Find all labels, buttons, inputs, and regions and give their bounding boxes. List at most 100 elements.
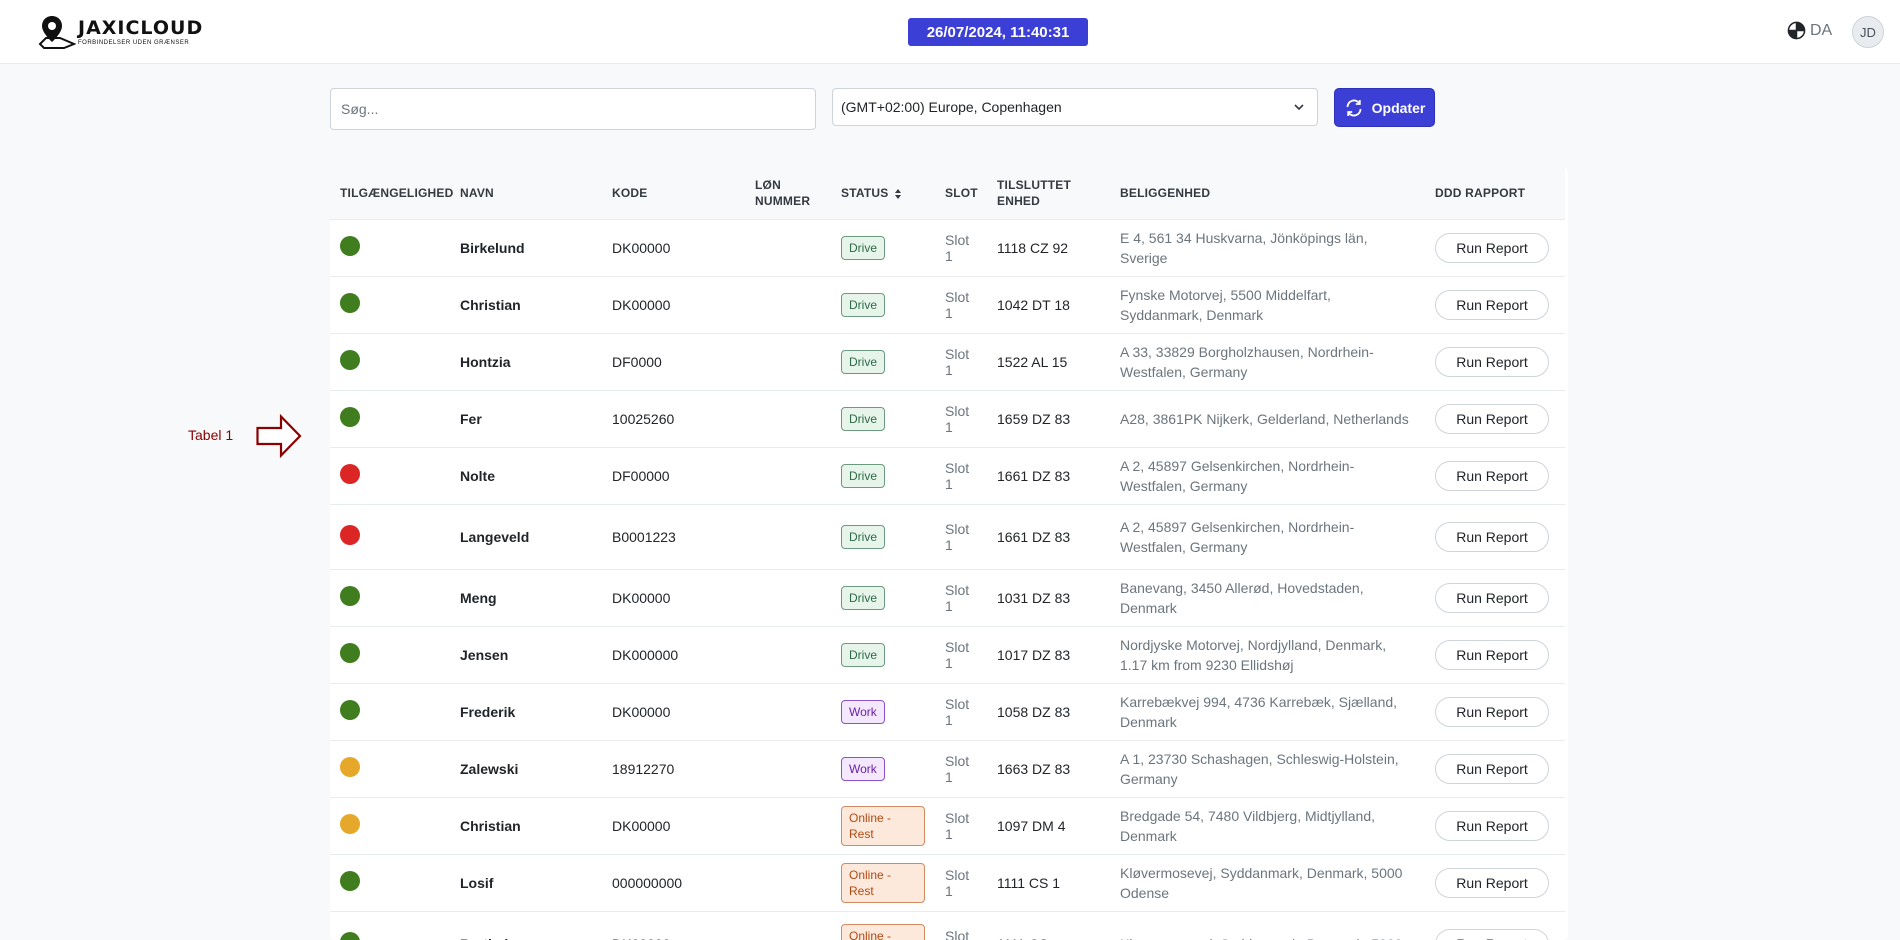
location: A 2, 45897 Gelsenkirchen, Nordrhein-West… <box>1110 503 1425 569</box>
status-badge: Drive <box>841 349 886 374</box>
run-report-button[interactable]: Run Report <box>1435 582 1549 613</box>
status-cell: Work <box>831 682 935 740</box>
run-report-button[interactable]: Run Report <box>1435 232 1549 263</box>
run-report-button[interactable]: Run Report <box>1435 928 1549 940</box>
timezone-select[interactable]: (GMT+02:00) Europe, Copenhagen <box>832 88 1318 126</box>
column-header-connected-unit: Tilsluttet Enhed <box>987 167 1110 219</box>
status-badge: Online - Rest <box>841 862 925 903</box>
salary-number <box>745 796 831 854</box>
run-report-button[interactable]: Run Report <box>1435 346 1549 377</box>
run-report-button[interactable]: Run Report <box>1435 696 1549 727</box>
salary-number <box>745 332 831 390</box>
report-cell: Run Report <box>1425 739 1565 797</box>
report-cell: Run Report <box>1425 853 1565 911</box>
driver-name: Frederik <box>450 682 602 740</box>
timezone-value: (GMT+02:00) Europe, Copenhagen <box>841 99 1062 115</box>
driver-name: Nolte <box>450 446 602 504</box>
connected-unit: 1661 DZ 83 <box>987 503 1110 569</box>
availability-indicator <box>340 871 360 891</box>
driver-name: Birkelund <box>450 218 602 276</box>
column-header-code: Kode <box>602 167 745 219</box>
availability-cell <box>330 853 450 911</box>
availability-indicator <box>340 932 360 940</box>
table-row: BerthelserDK00000 Online - Rest Slot 11111… <box>330 910 1565 940</box>
refresh-button[interactable]: Opdater <box>1334 88 1435 127</box>
column-header-availability: Tilgængelighed <box>330 167 453 219</box>
refresh-label: Opdater <box>1371 99 1426 116</box>
table-row: Christian DK00000 Online - Rest Slot 1 1097 … <box>330 796 1565 854</box>
availability-cell <box>330 389 450 447</box>
slot: Slot 1 <box>935 332 987 390</box>
report-cell: Run Report <box>1425 682 1565 740</box>
driver-code: DF0000 <box>602 332 745 390</box>
availability-indicator <box>340 814 360 834</box>
column-header-status[interactable]: Status <box>831 167 935 219</box>
run-report-button[interactable]: Run Report <box>1435 810 1549 841</box>
slot: Slot 1 <box>935 853 987 911</box>
connected-unit: 1042 DT 18 <box>987 275 1110 333</box>
run-report-button[interactable]: Run Report <box>1435 867 1549 898</box>
table-row: Frederik DK00000 Work Slot 1 1058 DZ 83 Karre… <box>330 682 1565 740</box>
run-report-button[interactable]: Run Report <box>1435 639 1549 670</box>
location: Banevang, 3450 Allerød, Hovedstaden, Den… <box>1110 568 1425 626</box>
availability-indicator <box>340 350 360 370</box>
slot: Slot 1 <box>935 275 987 333</box>
connected-unit: 1111 CS 1 <box>987 853 1110 911</box>
map-pin-icon <box>38 16 76 49</box>
location: Nordjyske Motorvej, Nordjylland, Denmark… <box>1110 625 1425 683</box>
driver-code: DK000000 <box>602 625 745 683</box>
driver-name: Jensen <box>450 625 602 683</box>
slot: Slot 1 <box>935 796 987 854</box>
availability-cell <box>330 625 450 683</box>
driver-code: 000000000 <box>602 853 745 911</box>
connected-unit: 1031 DZ 83 <box>987 568 1110 626</box>
availability-cell <box>330 275 450 333</box>
availability-indicator <box>340 700 360 720</box>
logo-name: JAXICLOUD <box>78 16 204 39</box>
driver-code: DK00000 <box>602 275 745 333</box>
report-cell: Run Report <box>1425 332 1565 390</box>
connected-unit: 1661 DZ 83 <box>987 446 1110 504</box>
location: A 33, 33829 Borgholzhausen, Nordrhein-We… <box>1110 332 1425 390</box>
language-selector[interactable]: DA <box>1787 21 1832 40</box>
report-cell: Run Report <box>1425 796 1565 854</box>
run-report-button[interactable]: Run Report <box>1435 521 1549 552</box>
logo[interactable]: JAXICLOUD FORBINDELSER UDEN GRÆNSER <box>38 14 203 50</box>
table-row: Fer 10025260 Drive Slot 1 1659 DZ 83 A28, 386… <box>330 389 1565 447</box>
report-cell: Run Report <box>1425 910 1565 940</box>
status-cell: Online - Rest <box>831 910 935 940</box>
driver-code: B0001223 <box>602 503 745 569</box>
status-cell: Drive <box>831 332 935 390</box>
driver-code: 10025260 <box>602 389 745 447</box>
run-report-button[interactable]: Run Report <box>1435 289 1549 320</box>
column-header-slot: Slot <box>935 167 987 219</box>
column-header-name: Navn <box>450 167 602 219</box>
status-cell: Drive <box>831 625 935 683</box>
run-report-button[interactable]: Run Report <box>1435 753 1549 784</box>
connected-unit: 1663 DZ 83 <box>987 739 1110 797</box>
language-label: DA <box>1810 21 1833 39</box>
location: Kløvermosevej, Syddanmark, Denmark, 5000… <box>1110 853 1425 911</box>
report-cell: Run Report <box>1425 446 1565 504</box>
run-report-button[interactable]: Run Report <box>1435 460 1549 491</box>
location: Karrebækvej 994, 4736 Karrebæk, Sjælland… <box>1110 682 1425 740</box>
user-avatar[interactable]: JD <box>1852 16 1884 48</box>
status-badge: Drive <box>841 642 886 667</box>
status-badge: Drive <box>841 406 886 431</box>
run-report-button[interactable]: Run Report <box>1435 403 1549 434</box>
status-cell: Drive <box>831 275 935 333</box>
driver-name: Losif <box>450 853 602 911</box>
status-cell: Drive <box>831 389 935 447</box>
search-input[interactable] <box>330 88 816 130</box>
driver-name: Fer <box>450 389 602 447</box>
availability-cell <box>330 446 450 504</box>
location: A 1, 23730 Schashagen, Schleswig-Holstei… <box>1110 739 1425 797</box>
table-row: Meng DK00000 Drive Slot 1 1031 DZ 83 Banevang… <box>330 568 1565 626</box>
connected-unit: 1111 CS <box>987 910 1110 940</box>
slot: Slot 1 <box>935 682 987 740</box>
connected-unit: 1118 CZ 92 <box>987 218 1110 276</box>
drivers-table-card: Tilgængelighed Navn Kode Løn Nummer Stat… <box>330 167 1568 940</box>
slot: Slot 1 <box>935 389 987 447</box>
availability-indicator <box>340 236 360 256</box>
annotation-label: Tabel 1 <box>188 427 234 443</box>
